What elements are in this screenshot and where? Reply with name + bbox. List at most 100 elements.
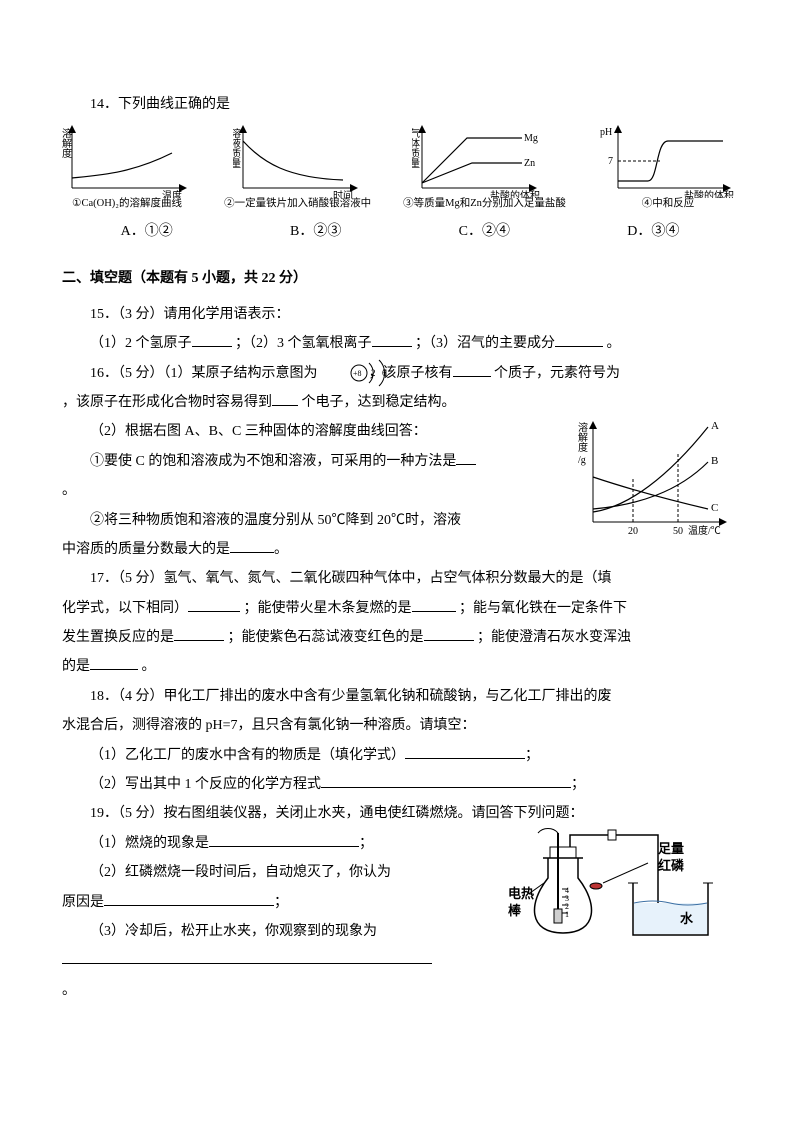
q19-l4t: 原因是	[62, 895, 104, 910]
svg-text:度: 度	[578, 441, 588, 454]
chart-svg-1: 溶 解 度 温度	[62, 123, 192, 198]
svg-text:量: 量	[233, 158, 241, 170]
svg-text:pH: pH	[600, 127, 612, 138]
svg-text:/g: /g	[578, 455, 586, 466]
svg-text:A: A	[711, 420, 719, 432]
blank[interactable]	[405, 744, 525, 759]
q14-options: A．①② B．②③ C．②④ D．③④	[62, 217, 738, 246]
q14-chart-4: pH 7 盐酸的体积 ④中和反应	[598, 123, 738, 211]
svg-text:Mg: Mg	[524, 133, 538, 144]
atom-diagram: +8 2 6	[321, 359, 365, 387]
q16-l1c: 个质子，元素符号为	[494, 366, 620, 381]
q16-l2a: ，该原子在形成化合物时容易得到	[62, 395, 272, 410]
q17-l4a: 的是	[62, 659, 90, 674]
chart-svg-2: 溶 液 质 量 时间	[233, 123, 363, 198]
blank[interactable]	[192, 332, 232, 347]
svg-text:20: 20	[628, 526, 638, 537]
q17-l2a: 化学式，以下相同）	[62, 601, 188, 616]
svg-text:度: 度	[62, 147, 72, 160]
chart3-caption: ③等质量Mg和Zn分别加入足量盐酸	[403, 198, 566, 211]
q16-l5bt: 中溶质的质量分数最大的是	[62, 542, 230, 557]
q17-l3b: ；能使紫色石蕊试液变红色的是	[228, 630, 424, 645]
q18-l4: （2）写出其中 1 个反应的化学方程式 ；	[62, 770, 738, 799]
blank[interactable]	[424, 626, 474, 641]
q17-l3a: 发生置换反应的是	[62, 630, 174, 645]
q16-l4t: ①要使 C 的饱和溶液成为不饱和溶液，可采用的一种方法是	[90, 454, 456, 469]
q17-l2b: ；能使带火星木条复燃的是	[244, 601, 412, 616]
blank[interactable]	[372, 332, 412, 347]
section2-title: 二、填空题（本题有 5 小题，共 22 分）	[62, 264, 738, 293]
q17-l3: 发生置换反应的是 ；能使紫色石蕊试液变红色的是 ；能使澄清石灰水变浑浊	[62, 623, 738, 652]
svg-text:2: 2	[371, 368, 376, 378]
q14-chart-1: 溶 解 度 温度 ①Ca(OH)₂的溶解度曲线	[62, 123, 192, 211]
chart1-caption: ①Ca(OH)₂的溶解度曲线	[72, 198, 182, 211]
q19-l4b: ；	[274, 895, 288, 910]
svg-text:水: 水	[680, 911, 694, 926]
q18-l4t: （2）写出其中 1 个反应的化学方程式	[90, 777, 321, 792]
q16-l5c: 。	[274, 542, 288, 557]
q19-l2b: ；	[359, 836, 373, 851]
q18-l3b: ；	[525, 748, 539, 763]
q17-l2: 化学式，以下相同） ；能使带火星木条复燃的是 ；能与氧化铁在一定条件下	[62, 594, 738, 623]
q16-solubility-chart: 溶 解 度 /g A B C 20 50 温度/℃	[578, 417, 738, 553]
q14-opt-a[interactable]: A．①②	[121, 217, 173, 246]
q15-p1: （1）2 个氢原子	[90, 336, 192, 351]
blank[interactable]	[272, 391, 298, 406]
blank[interactable]	[188, 597, 240, 612]
blank[interactable]	[555, 332, 603, 347]
q14-charts: 溶 解 度 温度 ①Ca(OH)₂的溶解度曲线 溶 液 质 量 时间 ②一定量铁…	[62, 123, 738, 211]
q17-l3c: ；能使澄清石灰水变浑浊	[477, 630, 631, 645]
q17-l2c: ；能与氧化铁在一定条件下	[459, 601, 627, 616]
q19-dot: 。	[62, 976, 738, 1005]
svg-text:温度/℃: 温度/℃	[688, 524, 721, 537]
q16-l2b: 个电子，达到稳定结构。	[302, 395, 456, 410]
atom-core: +8	[353, 369, 362, 378]
svg-text:棒: 棒	[508, 903, 522, 918]
chart-svg-3: Mg Zn 气 体 质 量 盐酸的体积	[412, 123, 557, 198]
svg-text:量: 量	[412, 158, 420, 170]
q19-apparatus: 4 3 2 1 电热 棒 足量 红磷	[508, 823, 738, 964]
q16-l2: ，该原子在形成化合物时容易得到 个电子，达到稳定结构。	[62, 388, 738, 417]
q15-line: （1）2 个氢原子 ；（2）3 个氢氧根离子 ；（3）沼气的主要成分 。	[62, 329, 738, 358]
blank[interactable]	[453, 362, 491, 377]
q18-l4b: ；	[571, 777, 585, 792]
blank[interactable]	[321, 773, 571, 788]
blank[interactable]	[90, 655, 138, 670]
svg-text:1: 1	[565, 910, 569, 919]
chart4-caption: ④中和反应	[642, 198, 695, 211]
svg-text:C: C	[711, 502, 718, 514]
q14-stem: 14．下列曲线正确的是	[62, 90, 738, 119]
blank[interactable]	[104, 891, 274, 906]
q14-opt-d[interactable]: D．③④	[627, 217, 679, 246]
blank[interactable]	[209, 832, 359, 847]
blank[interactable]	[62, 949, 432, 964]
q15-p2: ；（2）3 个氢氧根离子	[235, 336, 372, 351]
q14-opt-c[interactable]: C．②④	[459, 217, 510, 246]
chart-svg-4: pH 7 盐酸的体积	[598, 123, 738, 198]
svg-text:Zn: Zn	[524, 158, 535, 169]
q18-l3t: （1）乙化工厂的废水中含有的物质是（填化学式）	[90, 748, 405, 763]
q17-l1: 17．（5 分）氢气、氧气、氮气、二氧化碳四种气体中，占空气体积分数最大的是（填	[62, 564, 738, 593]
svg-text:红磷: 红磷	[658, 858, 685, 873]
q17-l4: 的是 。	[62, 652, 738, 681]
q18-l3: （1）乙化工厂的废水中含有的物质是（填化学式） ；	[62, 741, 738, 770]
chart2-caption: ②一定量铁片加入硝酸银溶液中	[224, 198, 371, 211]
q14-chart-2: 溶 液 质 量 时间 ②一定量铁片加入硝酸银溶液中	[224, 123, 371, 211]
q14-chart-3: Mg Zn 气 体 质 量 盐酸的体积 ③等质量Mg和Zn分别加入足量盐酸	[403, 123, 566, 211]
blank[interactable]	[412, 597, 456, 612]
q19-l2t: （1）燃烧的现象是	[90, 836, 209, 851]
svg-text:足量: 足量	[658, 841, 684, 856]
q14-opt-b[interactable]: B．②③	[290, 217, 341, 246]
q18-l1: 18．（4 分）甲化工厂排出的废水中含有少量氢氧化钠和硫酸钠，与乙化工厂排出的废	[62, 682, 738, 711]
blank[interactable]	[456, 450, 476, 465]
blank[interactable]	[230, 538, 274, 553]
blank[interactable]	[174, 626, 224, 641]
q16-l1: 16．（5 分）（1）某原子结构示意图为 +8 2 6 ，该原子核有 个质子，元…	[62, 359, 738, 388]
q18-l2: 水混合后，测得溶液的 pH=7，且只含有氯化钠一种溶质。请填空：	[62, 711, 738, 740]
q17-l4b: 。	[142, 659, 156, 674]
svg-text:6: 6	[382, 368, 387, 378]
q15-tail: 。	[607, 336, 621, 351]
q16-l1a: 16．（5 分）（1）某原子结构示意图为	[90, 366, 318, 381]
svg-text:50: 50	[673, 526, 683, 537]
svg-text:B: B	[711, 455, 718, 467]
